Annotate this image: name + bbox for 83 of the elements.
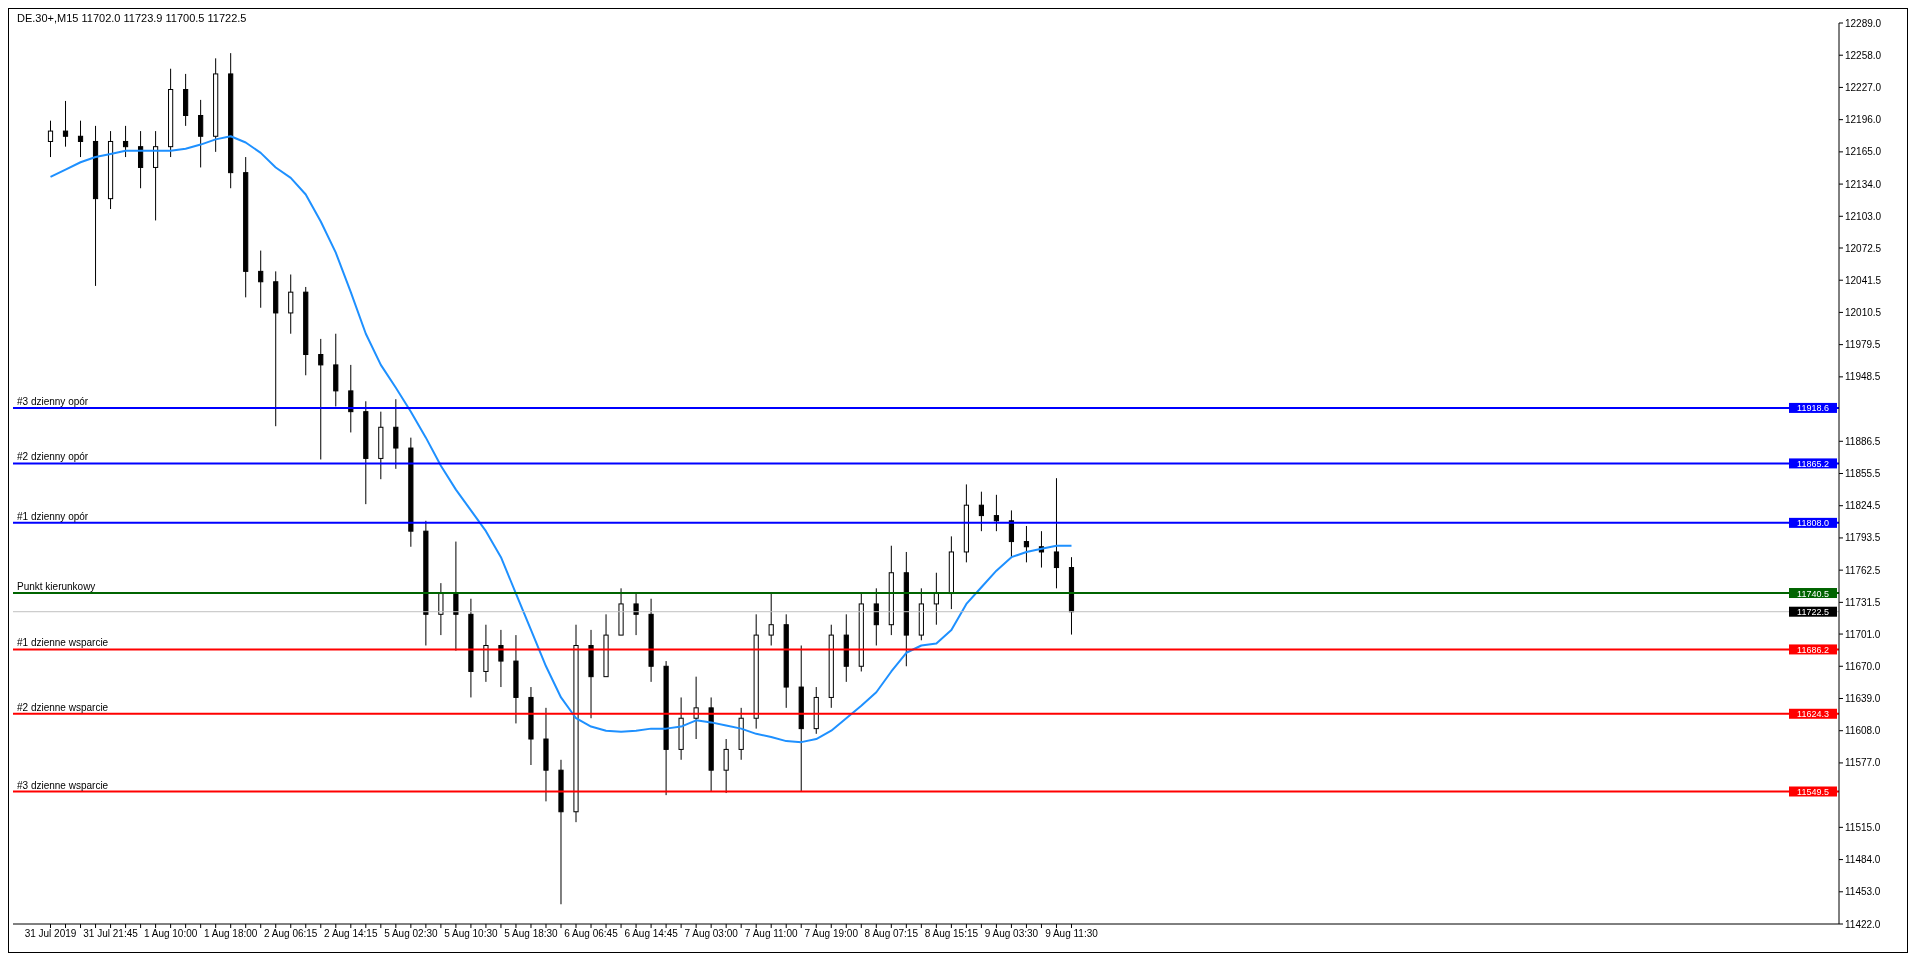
candlestick xyxy=(768,593,774,646)
ref-line-label: Punkt kierunkowy xyxy=(17,581,96,593)
x-tick-label: 31 Jul 2019 xyxy=(24,928,77,940)
ref-line-label: #3 dzienny opór xyxy=(17,395,89,407)
x-tick-label: 31 Jul 21:45 xyxy=(83,928,139,940)
candlestick xyxy=(62,100,69,148)
candlestick xyxy=(122,125,129,158)
x-tick-label: 1 Aug 10:00 xyxy=(143,928,198,940)
y-tick-label: 11701.0 xyxy=(1845,628,1881,640)
candlestick xyxy=(258,250,264,309)
y-tick-label: 12165.0 xyxy=(1845,146,1882,158)
y-tick-label: 11422.0 xyxy=(1845,918,1881,930)
candlestick xyxy=(978,491,984,532)
chart-title: DE.30+,M15 11702.0 11723.9 11700.5 11722.5 xyxy=(17,12,247,24)
y-tick-label: 11639.0 xyxy=(1845,693,1881,705)
annotation: 11865.2 xyxy=(1797,458,1829,469)
y-tick-label: 11453.0 xyxy=(1845,886,1881,898)
annotation: 11740.5 xyxy=(1797,588,1829,599)
y-tick-label: 11948.5 xyxy=(1845,371,1881,383)
y-tick-label: 11855.5 xyxy=(1845,468,1881,480)
y-tick-label: 11762.5 xyxy=(1845,564,1881,576)
x-tick-label: 9 Aug 03:30 xyxy=(984,928,1039,940)
ref-line-label: #1 dzienne wsparcie xyxy=(17,637,109,649)
x-tick-label: 7 Aug 19:00 xyxy=(804,928,859,940)
x-tick-label: 2 Aug 14:15 xyxy=(324,928,378,940)
ref-line-label: #2 dzienny opór xyxy=(17,451,89,463)
y-tick-label: 11577.0 xyxy=(1845,757,1881,769)
y-tick-label: 11484.0 xyxy=(1845,854,1881,866)
ref-line-label: #2 dzienne wsparcie xyxy=(17,701,109,713)
annotation: 11918.6 xyxy=(1797,403,1829,414)
candlestick xyxy=(47,120,54,158)
candlestick xyxy=(1023,525,1030,563)
y-tick-label: 12041.5 xyxy=(1845,274,1882,286)
y-tick-label: 11731.5 xyxy=(1845,596,1881,608)
x-tick-label: 6 Aug 14:45 xyxy=(624,928,679,940)
x-tick-label: 7 Aug 03:00 xyxy=(684,928,739,940)
ref-line-label: #1 dzienny opór xyxy=(17,510,89,522)
y-tick-label: 11515.0 xyxy=(1845,821,1881,833)
x-tick-label: 9 Aug 11:30 xyxy=(1045,928,1099,940)
candlestick xyxy=(318,338,324,460)
x-tick-label: 8 Aug 15:15 xyxy=(924,928,979,940)
annotation: 11686.2 xyxy=(1797,644,1829,655)
x-tick-label: 6 Aug 06:45 xyxy=(564,928,619,940)
candlestick xyxy=(348,364,354,433)
ref-line-label: #3 dzienne wsparcie xyxy=(17,779,109,791)
candlestick xyxy=(393,398,399,470)
x-tick-label: 5 Aug 18:30 xyxy=(504,928,559,940)
x-tick-label: 7 Aug 11:00 xyxy=(744,928,798,940)
candlestick xyxy=(198,99,204,168)
candlestick xyxy=(498,629,504,688)
x-tick-label: 5 Aug 10:30 xyxy=(444,928,499,940)
candlestick xyxy=(77,120,84,158)
y-tick-label: 11793.5 xyxy=(1845,532,1881,544)
y-tick-label: 11979.5 xyxy=(1845,339,1881,351)
annotation: 11624.3 xyxy=(1797,709,1829,720)
x-tick-label: 8 Aug 07:15 xyxy=(864,928,919,940)
annotation: 11808.0 xyxy=(1797,518,1829,529)
annotation: 11722.5 xyxy=(1797,607,1829,618)
y-tick-label: 12072.5 xyxy=(1845,242,1882,254)
annotation: 11549.5 xyxy=(1797,787,1829,797)
x-tick-label: 2 Aug 06:15 xyxy=(264,928,318,940)
y-tick-label: 11886.5 xyxy=(1845,435,1881,447)
y-tick-label: 12227.0 xyxy=(1845,81,1882,93)
y-tick-label: 12010.5 xyxy=(1845,306,1882,318)
y-tick-label: 11824.5 xyxy=(1845,500,1881,512)
candlestick xyxy=(873,587,879,646)
y-tick-label: 11670.0 xyxy=(1845,660,1881,672)
candlestick xyxy=(933,572,939,626)
y-tick-label: 12289.0 xyxy=(1845,17,1882,29)
candlestick xyxy=(453,541,459,652)
candlestick xyxy=(1053,477,1060,589)
y-tick-label: 11608.0 xyxy=(1845,725,1881,737)
y-tick-label: 12103.0 xyxy=(1845,210,1882,222)
candlestick xyxy=(723,738,729,794)
y-tick-label: 12258.0 xyxy=(1845,49,1882,61)
y-tick-label: 12134.0 xyxy=(1845,178,1882,190)
candlestick xyxy=(993,494,1000,532)
candlestick xyxy=(288,273,294,335)
x-tick-label: 5 Aug 02:30 xyxy=(384,928,438,940)
x-tick-label: 1 Aug 18:00 xyxy=(203,928,258,940)
y-tick-label: 12196.0 xyxy=(1845,114,1882,126)
candlestick xyxy=(633,593,639,636)
candlestick xyxy=(438,582,444,636)
